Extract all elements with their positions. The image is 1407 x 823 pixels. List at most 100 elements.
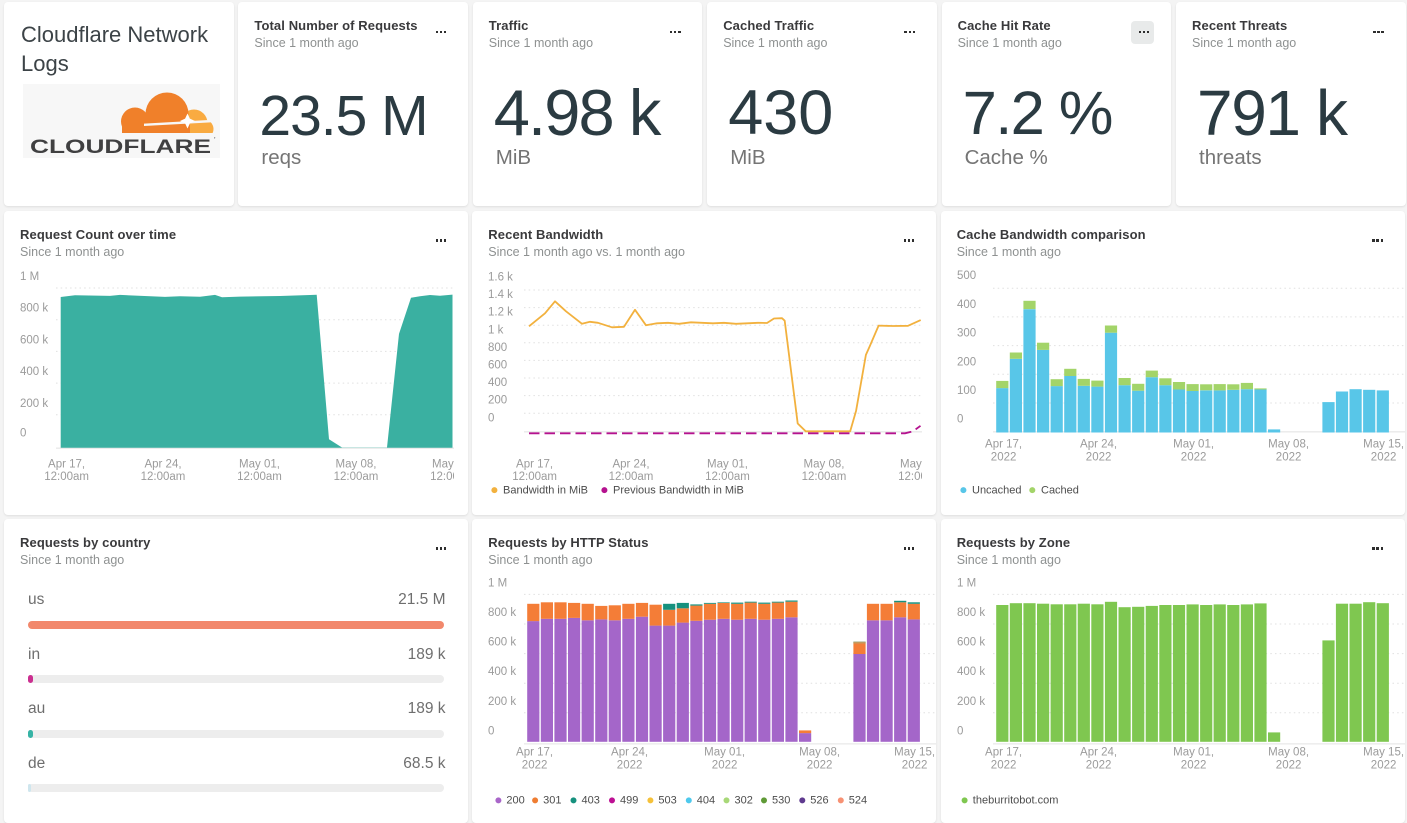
svg-text:2022: 2022 <box>990 759 1016 771</box>
svg-text:301: 301 <box>543 794 561 806</box>
svg-text:400: 400 <box>957 299 976 311</box>
svg-text:403: 403 <box>582 794 600 806</box>
svg-text:Apr 17,: Apr 17, <box>985 746 1022 758</box>
svg-text:1 M: 1 M <box>20 271 39 283</box>
svg-text:2022: 2022 <box>1275 451 1301 463</box>
svg-text:600 k: 600 k <box>488 636 516 648</box>
svg-text:800 k: 800 k <box>488 607 516 619</box>
svg-text:300: 300 <box>957 327 976 339</box>
svg-text:2022: 2022 <box>1085 451 1111 463</box>
svg-text:400 k: 400 k <box>488 666 516 678</box>
svg-text:Apr 17,: Apr 17, <box>985 438 1022 450</box>
svg-text:12:00am: 12:00am <box>334 471 379 483</box>
svg-text:Apr 17,: Apr 17, <box>516 746 553 758</box>
svg-text:2022: 2022 <box>1085 759 1111 771</box>
svg-text:Apr 17,: Apr 17, <box>516 458 553 470</box>
svg-text:200: 200 <box>957 356 976 368</box>
svg-text:2022: 2022 <box>1370 759 1396 771</box>
svg-text:May 01,: May 01, <box>707 458 748 470</box>
svg-text:200 k: 200 k <box>20 397 48 409</box>
svg-text:526: 526 <box>811 794 829 806</box>
svg-text:1 M: 1 M <box>957 577 976 589</box>
svg-text:600: 600 <box>488 359 507 371</box>
svg-text:400 k: 400 k <box>957 666 985 678</box>
svg-text:0: 0 <box>488 725 494 737</box>
svg-text:800 k: 800 k <box>20 302 48 314</box>
svg-text:12:00am: 12:00am <box>44 471 89 483</box>
svg-text:12:00am: 12:00am <box>141 471 186 483</box>
svg-text:Apr 17,: Apr 17, <box>48 458 85 470</box>
svg-text:2022: 2022 <box>807 759 833 771</box>
svg-text:2022: 2022 <box>712 759 738 771</box>
svg-text:Apr 24,: Apr 24, <box>611 746 648 758</box>
svg-text:800 k: 800 k <box>957 607 985 619</box>
svg-text:1 k: 1 k <box>488 324 504 336</box>
svg-text:400: 400 <box>488 377 507 389</box>
svg-text:CLOUDFLARE: CLOUDFLARE <box>30 137 211 158</box>
svg-text:12:00am: 12:00am <box>898 471 922 483</box>
svg-text:12:00am: 12:00am <box>237 471 282 483</box>
svg-text:800: 800 <box>488 342 507 354</box>
svg-text:May 01,: May 01, <box>1173 438 1214 450</box>
svg-text:2022: 2022 <box>1275 759 1301 771</box>
svg-text:1.6 k: 1.6 k <box>488 271 513 283</box>
svg-text:2022: 2022 <box>990 451 1016 463</box>
svg-text:12:00am: 12:00am <box>705 471 750 483</box>
svg-text:2022: 2022 <box>617 759 643 771</box>
svg-text:1.2 k: 1.2 k <box>488 306 513 318</box>
svg-text:0: 0 <box>957 725 963 737</box>
svg-text:200: 200 <box>488 394 507 406</box>
svg-text:’: ’ <box>214 137 216 144</box>
svg-text:May 15,: May 15, <box>900 458 922 470</box>
svg-text:400 k: 400 k <box>20 366 48 378</box>
svg-text:530: 530 <box>772 794 790 806</box>
svg-text:May 15,: May 15, <box>1363 438 1404 450</box>
svg-text:Cached: Cached <box>1041 484 1079 496</box>
svg-text:2022: 2022 <box>1180 451 1206 463</box>
svg-text:Uncached: Uncached <box>972 484 1022 496</box>
svg-text:May 08,: May 08, <box>799 746 840 758</box>
svg-text:May 01,: May 01, <box>704 746 745 758</box>
svg-text:Apr 24,: Apr 24, <box>1080 746 1117 758</box>
svg-text:May 15,: May 15, <box>432 458 454 470</box>
svg-text:12:00am: 12:00am <box>802 471 847 483</box>
svg-text:May 08,: May 08, <box>336 458 377 470</box>
svg-text:302: 302 <box>735 794 753 806</box>
svg-text:2022: 2022 <box>1180 759 1206 771</box>
svg-text:524: 524 <box>849 794 867 806</box>
svg-text:May 08,: May 08, <box>804 458 845 470</box>
svg-text:1 M: 1 M <box>488 577 507 589</box>
svg-text:Apr 24,: Apr 24, <box>144 458 181 470</box>
svg-text:May 15,: May 15, <box>894 746 935 758</box>
svg-text:Apr 24,: Apr 24, <box>613 458 650 470</box>
svg-text:500: 500 <box>957 270 976 282</box>
svg-text:200 k: 200 k <box>957 695 985 707</box>
svg-text:Previous Bandwidth in MiB: Previous Bandwidth in MiB <box>613 484 744 496</box>
svg-text:May 08,: May 08, <box>1268 746 1309 758</box>
svg-text:499: 499 <box>620 794 638 806</box>
svg-text:May 01,: May 01, <box>239 458 280 470</box>
svg-text:2022: 2022 <box>902 759 928 771</box>
svg-text:0: 0 <box>488 412 494 424</box>
svg-text:May 08,: May 08, <box>1268 438 1309 450</box>
svg-text:0: 0 <box>957 413 963 425</box>
svg-text:Apr 24,: Apr 24, <box>1080 438 1117 450</box>
svg-text:theburritobot.com: theburritobot.com <box>972 794 1058 806</box>
svg-text:12:00am: 12:00am <box>430 471 454 483</box>
svg-text:503: 503 <box>659 794 677 806</box>
svg-text:600 k: 600 k <box>957 636 985 648</box>
svg-text:Bandwidth in MiB: Bandwidth in MiB <box>503 484 588 496</box>
svg-text:200: 200 <box>507 794 525 806</box>
svg-text:2022: 2022 <box>1370 451 1396 463</box>
svg-text:12:00am: 12:00am <box>609 471 654 483</box>
svg-text:0: 0 <box>20 427 26 439</box>
svg-text:600 k: 600 k <box>20 334 48 346</box>
svg-text:200 k: 200 k <box>488 695 516 707</box>
svg-text:2022: 2022 <box>522 759 548 771</box>
svg-text:100: 100 <box>957 385 976 397</box>
svg-text:1.4 k: 1.4 k <box>488 289 513 301</box>
svg-text:404: 404 <box>697 794 715 806</box>
svg-text:May 15,: May 15, <box>1363 746 1404 758</box>
svg-text:May 01,: May 01, <box>1173 746 1214 758</box>
svg-text:12:00am: 12:00am <box>513 471 558 483</box>
